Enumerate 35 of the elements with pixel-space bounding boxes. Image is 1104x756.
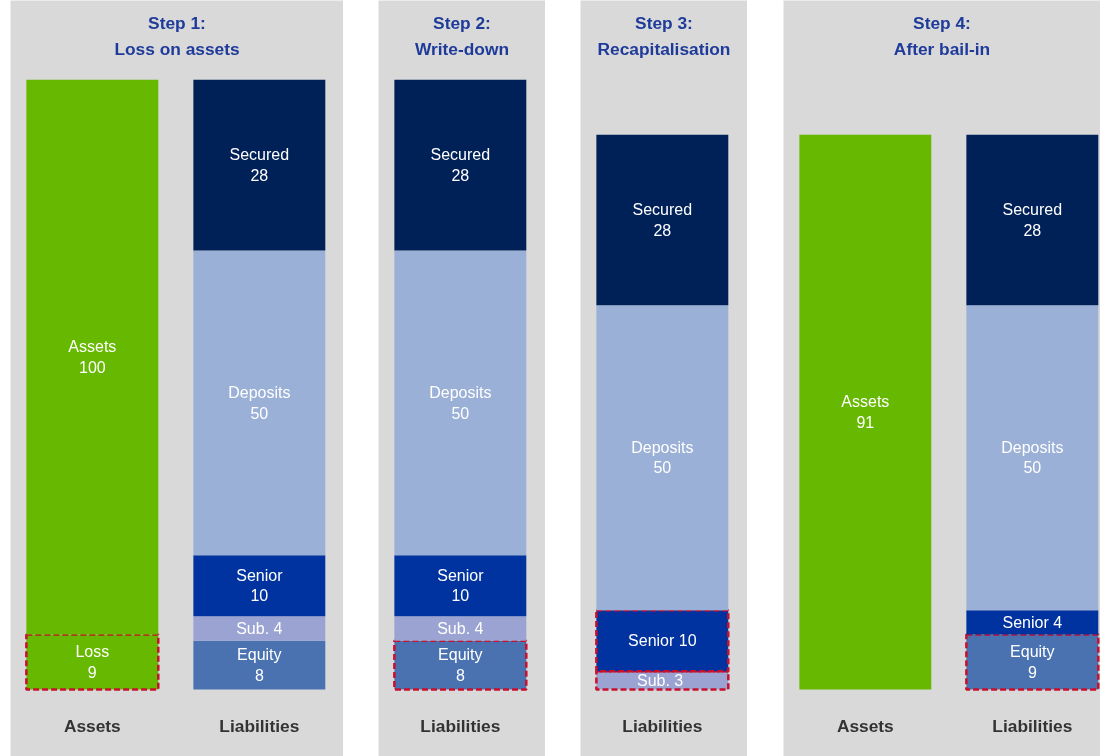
chart-title: Step 4: After bail-in — [893, 13, 991, 60]
data-label: Equity 8 — [438, 646, 483, 684]
bar — [394, 79, 527, 251]
data-label: Secured 28 — [632, 201, 693, 239]
x-tick-label: Assets — [836, 716, 894, 737]
chart-title: Step 1: Loss on assets — [114, 13, 240, 60]
data-label: Senior 4 — [1002, 613, 1063, 631]
bar — [394, 555, 527, 617]
data-label: Secured 28 — [229, 146, 290, 184]
chart-title: Step 2: Write-down — [414, 13, 510, 60]
data-label: Sub. 4 — [236, 619, 283, 637]
data-label: Assets 91 — [841, 393, 890, 431]
chart-title: Step 3: Recapitalisation — [597, 13, 731, 60]
data-label: Sub. 4 — [437, 619, 484, 637]
data-label: Senior 10 — [236, 567, 284, 605]
x-tick-label: Liabilities — [219, 716, 300, 737]
data-label: Equity 8 — [237, 646, 282, 684]
data-label: Deposits 50 — [631, 439, 694, 477]
data-label: Secured 28 — [1002, 201, 1063, 239]
data-label: Deposits 50 — [228, 384, 291, 422]
x-tick-label: Liabilities — [992, 716, 1073, 737]
data-label: Senior 10 — [437, 567, 485, 605]
data-label: Deposits 50 — [429, 384, 492, 422]
data-label: Loss 9 — [75, 643, 110, 681]
bar — [596, 134, 729, 306]
data-label: Senior 10 — [628, 632, 697, 650]
data-label: Sub. 3 — [636, 671, 684, 689]
x-tick-label: Liabilities — [622, 716, 703, 737]
data-label: Equity 9 — [1010, 643, 1055, 681]
data-label: Assets 100 — [68, 338, 117, 376]
x-tick-label: Liabilities — [420, 716, 501, 737]
data-label: Deposits 50 — [1001, 439, 1064, 477]
bar — [394, 616, 527, 641]
data-label: Secured 28 — [430, 146, 491, 184]
x-tick-label: Assets — [63, 716, 121, 737]
